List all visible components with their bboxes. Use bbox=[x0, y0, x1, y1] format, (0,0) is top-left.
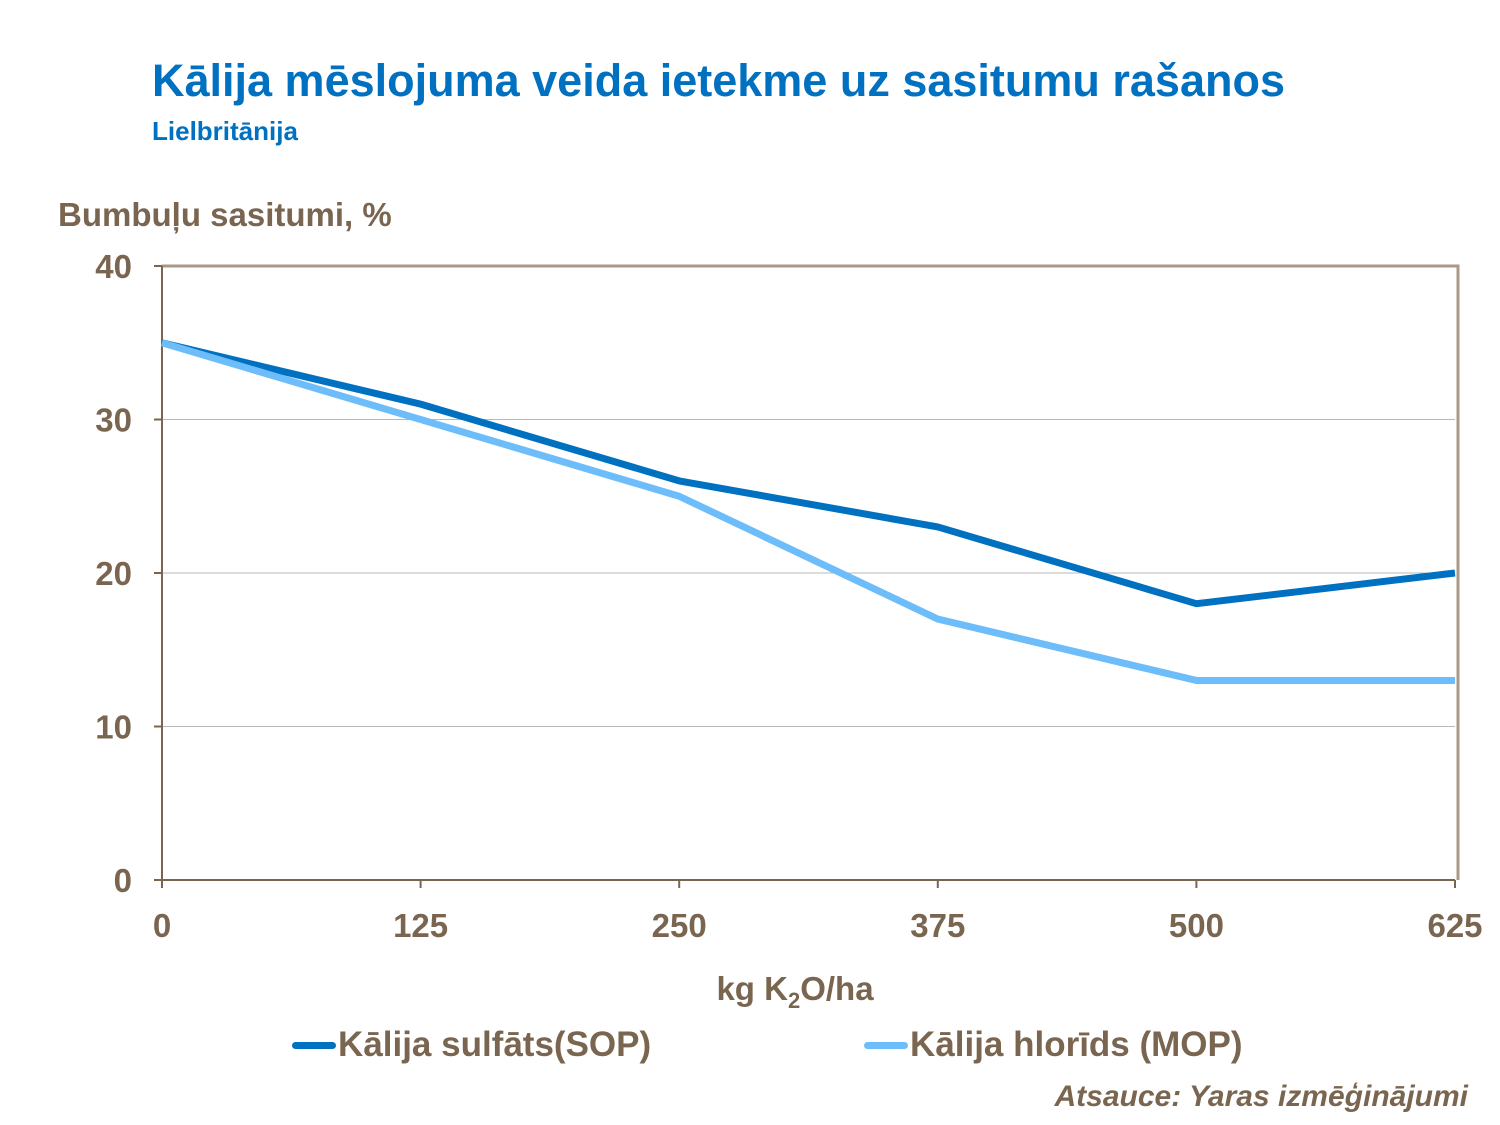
y-tick-label: 0 bbox=[114, 862, 132, 899]
source-note: Atsauce: Yaras izmēģinājumi bbox=[1054, 1080, 1469, 1113]
x-tick-label: 125 bbox=[393, 907, 448, 944]
x-tick-label: 625 bbox=[1427, 907, 1482, 944]
y-tick-label: 20 bbox=[95, 555, 132, 592]
x-axis-label: kg K2O/ha bbox=[0, 970, 1500, 1012]
chart-subtitle: Lielbritānija bbox=[152, 116, 298, 146]
x-axis-label-unit: O/ha bbox=[800, 970, 874, 1007]
legend-swatch-sop bbox=[292, 1041, 336, 1049]
legend-swatch-mop bbox=[864, 1041, 908, 1049]
legend-item-mop: Kālija hlorīds (MOP) bbox=[864, 1025, 1243, 1065]
y-tick-label: 30 bbox=[95, 402, 132, 439]
series-line-mop bbox=[161, 339, 1455, 684]
legend-item-sop: Kālija sulfāts(SOP) bbox=[292, 1025, 651, 1065]
x-axis-label-subscript: 2 bbox=[787, 988, 801, 1013]
y-tick-label: 10 bbox=[95, 709, 132, 746]
x-tick-label: 500 bbox=[1169, 907, 1224, 944]
x-tick-label: 375 bbox=[910, 907, 965, 944]
x-tick-label: 0 bbox=[153, 907, 171, 944]
y-tick-label: 40 bbox=[95, 248, 132, 285]
series-line-sop bbox=[161, 339, 1456, 608]
legend-label-mop: Kālija hlorīds (MOP) bbox=[910, 1025, 1243, 1064]
legend-label-sop: Kālija sulfāts(SOP) bbox=[338, 1025, 652, 1064]
chart-title: Kālija mēslojuma veida ietekme uz sasitu… bbox=[152, 55, 1285, 106]
plot-frame bbox=[162, 264, 1460, 880]
x-tick-label: 250 bbox=[652, 907, 707, 944]
x-axis-label-main: kg K bbox=[716, 970, 788, 1007]
y-axis-label: Bumbuļu sasitumi, % bbox=[58, 196, 392, 233]
